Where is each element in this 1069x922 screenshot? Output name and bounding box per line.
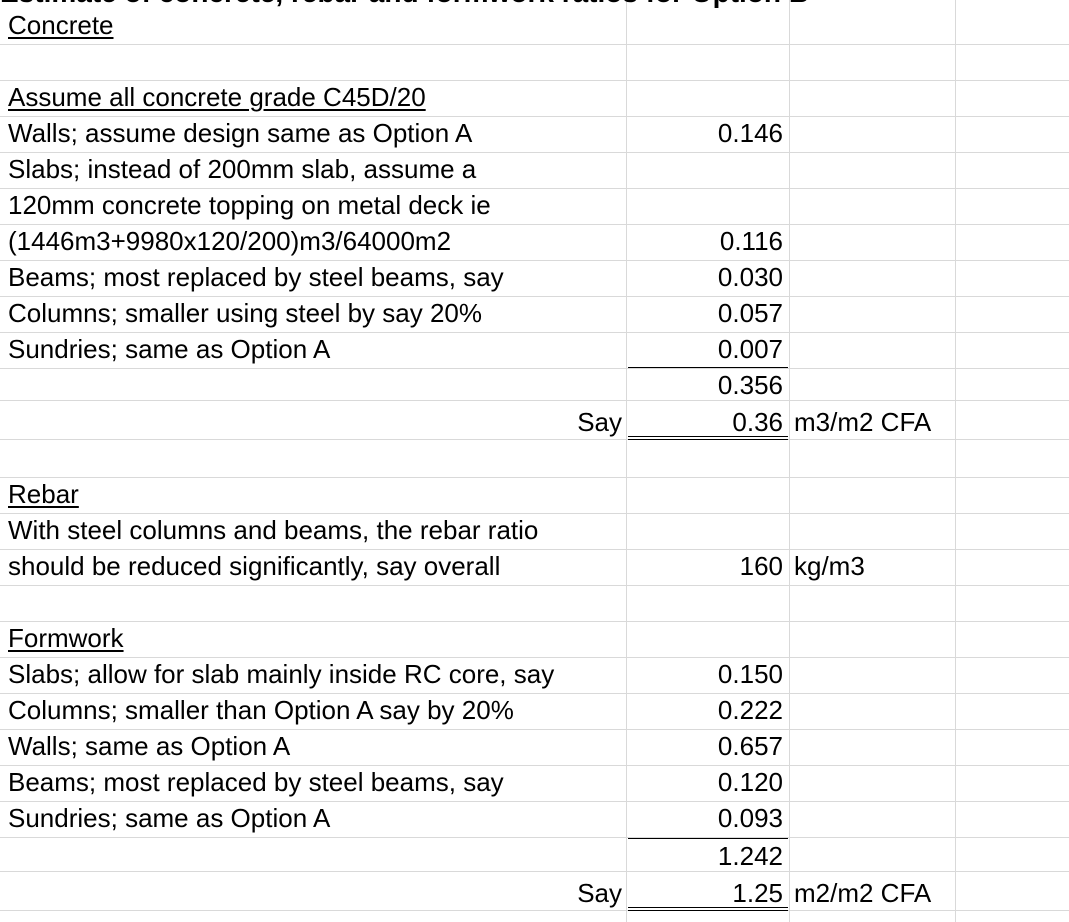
cell-value[interactable]: 1.25 — [732, 878, 783, 908]
table-row[interactable]: Walls; same as Option A 0.657 — [0, 730, 1069, 766]
cell-label[interactable]: Slabs; instead of 200mm slab, assume a — [8, 154, 477, 184]
table-row[interactable] — [0, 586, 1069, 622]
cell-label[interactable]: Rebar — [8, 479, 79, 509]
table-row[interactable]: Slabs; instead of 200mm slab, assume a — [0, 153, 1069, 189]
cell-value[interactable]: 0.146 — [717, 118, 783, 148]
cell-label[interactable]: Slabs; allow for slab mainly inside RC c… — [8, 659, 555, 689]
table-row[interactable] — [0, 442, 1069, 478]
cell-say[interactable]: Say — [577, 407, 622, 437]
cell-value[interactable]: 0.093 — [717, 803, 783, 833]
cell-value[interactable]: 0.030 — [717, 262, 783, 292]
double-underline — [628, 907, 788, 911]
sum-rule — [628, 838, 788, 839]
cell-unit[interactable]: kg/m3 — [794, 551, 865, 581]
table-row[interactable]: Concrete — [0, 9, 1069, 45]
cell-say[interactable]: Say — [577, 878, 622, 908]
cell-total[interactable]: 0.356 — [717, 370, 783, 400]
column-divider — [626, 0, 627, 922]
cell-label[interactable]: Columns; smaller than Option A say by 20… — [8, 695, 514, 725]
table-row[interactable]: Columns; smaller using steel by say 20% … — [0, 297, 1069, 333]
cell-value[interactable]: 0.057 — [717, 298, 783, 328]
double-underline — [628, 436, 788, 440]
cell-label[interactable]: Assume all concrete grade C45D/20 — [8, 82, 426, 112]
table-row[interactable]: Say 1.25 m2/m2 CFA — [0, 877, 1069, 911]
cell-label[interactable]: Formwork — [8, 623, 124, 653]
cell-label[interactable]: (1446m3+9980x120/200)m3/64000m2 — [8, 226, 452, 256]
cell-value[interactable]: 0.116 — [719, 226, 783, 256]
cell-label[interactable]: should be reduced significantly, say ove… — [8, 551, 501, 581]
column-divider — [789, 0, 790, 922]
table-row[interactable]: Assume all concrete grade C45D/20 — [0, 81, 1069, 117]
table-row[interactable]: Slabs; allow for slab mainly inside RC c… — [0, 658, 1069, 694]
cell-value[interactable]: 160 — [739, 551, 783, 581]
table-row[interactable]: Beams; most replaced by steel beams, say… — [0, 261, 1069, 297]
table-row[interactable]: 0.356 — [0, 369, 1069, 401]
column-divider — [955, 0, 956, 922]
cell-value[interactable]: 0.36 — [732, 407, 783, 437]
cell-label[interactable]: Columns; smaller using steel by say 20% — [8, 298, 482, 328]
table-row[interactable]: With steel columns and beams, the rebar … — [0, 514, 1069, 550]
table-row[interactable]: Rebar — [0, 478, 1069, 514]
cell-value[interactable]: 0.150 — [717, 659, 783, 689]
cell-label[interactable]: With steel columns and beams, the rebar … — [8, 515, 539, 545]
cell-unit[interactable]: m2/m2 CFA — [794, 878, 932, 908]
cell-label[interactable]: Concrete — [8, 10, 114, 40]
sum-rule — [628, 367, 788, 368]
cell-value[interactable]: 0.120 — [717, 767, 783, 797]
table-row[interactable]: Sundries; same as Option A 0.093 — [0, 802, 1069, 838]
cell-total[interactable]: 1.242 — [717, 841, 783, 871]
cell-label[interactable]: Walls; same as Option A — [8, 731, 291, 761]
cell-value[interactable]: 0.222 — [717, 695, 783, 725]
table-row[interactable]: Sundries; same as Option A 0.007 — [0, 333, 1069, 369]
cell-label[interactable]: Beams; most replaced by steel beams, say — [8, 262, 504, 292]
table-row[interactable]: (1446m3+9980x120/200)m3/64000m2 0.116 — [0, 225, 1069, 261]
cell-unit[interactable]: m3/m2 CFA — [794, 407, 932, 437]
cell-value[interactable]: 0.007 — [717, 334, 783, 364]
cell-label[interactable]: 120mm concrete topping on metal deck ie — [8, 190, 491, 220]
cell-label[interactable]: Beams; most replaced by steel beams, say — [8, 767, 504, 797]
cell-label[interactable]: Sundries; same as Option A — [8, 803, 331, 833]
cell-label[interactable]: Sundries; same as Option A — [8, 334, 331, 364]
table-row[interactable]: Walls; assume design same as Option A 0.… — [0, 117, 1069, 153]
table-row[interactable]: Say 0.36 m3/m2 CFA — [0, 406, 1069, 440]
table-row[interactable]: Columns; smaller than Option A say by 20… — [0, 694, 1069, 730]
table-row[interactable]: 1.242 — [0, 840, 1069, 872]
cell-value[interactable]: 0.657 — [717, 731, 783, 761]
table-row[interactable] — [0, 45, 1069, 81]
table-row[interactable]: Formwork — [0, 622, 1069, 658]
table-row[interactable]: should be reduced significantly, say ove… — [0, 550, 1069, 586]
sheet-heading: Estimate of concrete, rebar and formwork… — [0, 0, 809, 8]
cell-label[interactable]: Walls; assume design same as Option A — [8, 118, 473, 148]
table-row[interactable]: Beams; most replaced by steel beams, say… — [0, 766, 1069, 802]
table-row[interactable]: 120mm concrete topping on metal deck ie — [0, 189, 1069, 225]
